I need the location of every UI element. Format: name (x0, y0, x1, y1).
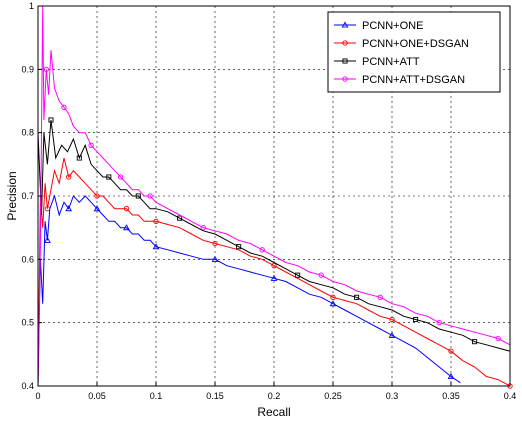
data-point-pcnn-one-dsgan (123, 206, 130, 212)
data-point-pcnn-att-dsgan (259, 247, 265, 253)
legend-marker-pcnn-one-dsgan (342, 40, 348, 46)
legend-label-pcnn-att-dsgan: PCNN+ATT+DSGAN (362, 74, 465, 86)
data-point-pcnn-one-dsgan (212, 240, 218, 247)
data-point-pcnn-one-dsgan (330, 294, 336, 300)
legend-marker-pcnn-one (341, 21, 349, 28)
legend-item-pcnn-att: PCNN+ATT (334, 56, 420, 68)
y-tick-label: 1 (29, 1, 34, 11)
data-point-pcnn-att-dsgan (436, 320, 442, 326)
x-axis-ticks: 0 0.05 0.1 0.15 0.2 0.25 0.3 0.35 0.4 (35, 382, 516, 401)
y-tick-label: 0.9 (21, 64, 34, 74)
data-point-pcnn-one (123, 224, 130, 231)
legend-item-pcnn-one-dsgan: PCNN+ONE+DSGAN (334, 38, 469, 50)
series-layer (37, 5, 513, 389)
data-point-pcnn-one (329, 300, 337, 307)
data-point-pcnn-one-dsgan (66, 174, 72, 180)
data-point-pcnn-one-dsgan (448, 348, 454, 354)
data-point-pcnn-att-dsgan (88, 142, 94, 148)
legend-marker-pcnn-att (342, 58, 348, 64)
legend-label-pcnn-one: PCNN+ONE (362, 20, 423, 32)
data-point-pcnn-att-dsgan (147, 193, 153, 199)
y-tick-label: 0.5 (21, 318, 34, 328)
data-point-pcnn-att-dsgan (318, 272, 324, 278)
x-tick-label: 0 (35, 391, 40, 401)
x-tick-label: 0.35 (442, 391, 460, 401)
x-axis-label: Recall (257, 405, 290, 419)
data-point-pcnn-one (65, 205, 73, 212)
x-tick-label: 0.3 (386, 391, 399, 401)
data-point-pcnn-one-dsgan (271, 263, 277, 269)
data-point-pcnn-one (152, 243, 160, 250)
series-line-pcnn-att-dsgan (37, 5, 511, 387)
data-point-pcnn-one (270, 274, 278, 281)
data-point-pcnn-att (354, 294, 360, 300)
y-axis-ticks: 0.4 0.5 0.6 0.7 0.8 0.9 1 (21, 1, 42, 391)
series-pcnn-one (37, 194, 461, 387)
data-point-pcnn-att (413, 316, 419, 323)
data-point-pcnn-att (76, 155, 82, 161)
data-point-pcnn-one (44, 236, 51, 243)
legend-label-pcnn-one-dsgan: PCNN+ONE+DSGAN (362, 38, 469, 50)
y-tick-label: 0.8 (21, 128, 34, 138)
data-point-pcnn-att-dsgan (377, 294, 383, 300)
x-tick-label: 0.05 (88, 391, 106, 401)
x-tick-label: 0.25 (324, 391, 342, 401)
data-point-pcnn-att-dsgan (43, 66, 49, 72)
legend-item-pcnn-att-dsgan: PCNN+ATT+DSGAN (334, 74, 465, 86)
data-point-pcnn-att (177, 215, 183, 221)
y-axis-label: Precision (5, 171, 19, 220)
data-point-pcnn-att (106, 174, 112, 180)
y-tick-label: 0.4 (21, 381, 34, 391)
legend-marker-pcnn-att-dsgan (342, 76, 348, 82)
legend-label-pcnn-att: PCNN+ATT (362, 56, 420, 68)
data-point-pcnn-one (388, 331, 396, 338)
data-point-pcnn-att (472, 339, 478, 345)
data-point-pcnn-one-dsgan (153, 218, 159, 224)
data-point-pcnn-one-dsgan (44, 206, 51, 212)
x-tick-label: 0.2 (268, 391, 281, 401)
data-point-pcnn-att (135, 193, 141, 199)
series-pcnn-att (37, 117, 511, 352)
x-tick-label: 0.4 (504, 391, 517, 401)
data-point-pcnn-one-dsgan (94, 193, 100, 199)
data-point-pcnn-one (93, 205, 101, 212)
data-point-pcnn-att-dsgan (117, 174, 124, 180)
series-pcnn-att-dsgan (37, 5, 511, 387)
legend-box (327, 11, 501, 93)
data-point-pcnn-att (48, 117, 54, 123)
series-line-pcnn-one-dsgan (37, 157, 511, 387)
data-point-pcnn-att-dsgan (61, 104, 67, 110)
data-point-pcnn-att (236, 244, 242, 250)
series-line-pcnn-att (37, 119, 511, 352)
data-point-pcnn-one (447, 372, 455, 380)
legend-item-pcnn-one: PCNN+ONE (334, 20, 423, 32)
x-tick-label: 0.1 (150, 391, 163, 401)
data-point-pcnn-att (295, 272, 301, 278)
series-pcnn-one-dsgan (37, 157, 513, 389)
data-point-pcnn-one (211, 255, 219, 262)
data-point-pcnn-att-dsgan (495, 335, 501, 342)
data-point-pcnn-att-dsgan (200, 225, 206, 231)
x-tick-label: 0.15 (206, 391, 224, 401)
legend: PCNN+ONE PCNN+ONE+DSGAN PCNN+ATT PCNN+ATT+D… (327, 11, 501, 93)
data-point-pcnn-one-dsgan (389, 316, 395, 323)
y-tick-label: 0.7 (21, 191, 34, 201)
series-line-pcnn-one (37, 194, 461, 387)
y-tick-label: 0.6 (21, 254, 34, 264)
